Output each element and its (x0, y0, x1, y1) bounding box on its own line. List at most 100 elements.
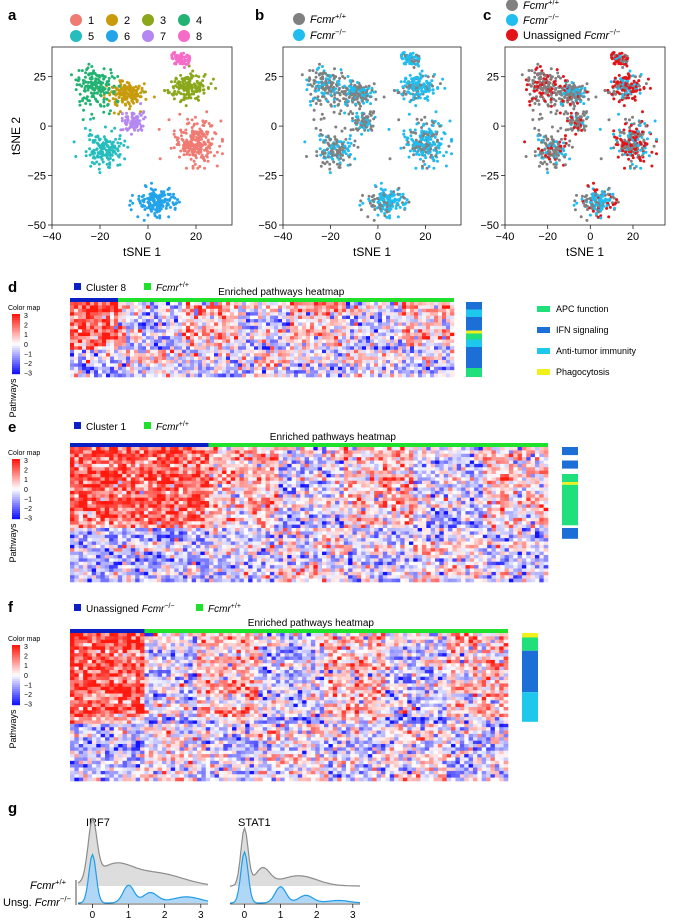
heatmap-cell (90, 315, 95, 320)
heatmap-cell (70, 342, 75, 347)
heatmap-cell (286, 342, 291, 347)
heatmap-cell (330, 325, 335, 330)
heatmap-cell (410, 319, 415, 323)
data-point (433, 73, 436, 76)
heatmap-cell (250, 305, 255, 310)
heatmap-cell (442, 305, 447, 310)
data-point (202, 157, 206, 161)
heatmap-cell (150, 315, 155, 320)
heatmap-cell (414, 346, 419, 351)
data-point (588, 197, 592, 200)
data-point (328, 162, 332, 166)
heatmap-cell (350, 342, 355, 347)
heatmap-cell (170, 332, 175, 337)
heatmap-cell (450, 322, 455, 327)
heatmap-cell (326, 332, 331, 337)
data-point (336, 162, 339, 166)
data-point (80, 69, 84, 73)
heatmap-cell (70, 315, 75, 320)
data-point (369, 124, 373, 128)
heatmap-cell (114, 346, 119, 351)
data-point (184, 59, 188, 63)
heatmap-cell (430, 325, 435, 330)
heatmap-cell (258, 332, 263, 337)
heatmap-cell (174, 332, 179, 337)
heatmap-cell (242, 332, 247, 337)
data-point (420, 138, 424, 142)
data-point (106, 144, 110, 148)
data-point (329, 93, 333, 97)
heatmap-cell (302, 336, 307, 340)
data-point (615, 85, 618, 89)
heatmap-cell (342, 302, 347, 306)
heatmap-cell (326, 342, 331, 347)
data-point (320, 112, 324, 116)
heatmap-cell (430, 319, 435, 323)
data-point (189, 134, 193, 138)
heatmap-cell (398, 305, 403, 310)
heatmap-cell (158, 329, 163, 333)
data-point (388, 199, 392, 203)
heatmap-cell (282, 322, 287, 327)
data-point (175, 92, 178, 96)
heatmap-cell (218, 315, 223, 320)
data-point (638, 133, 642, 136)
data-point (450, 137, 453, 141)
data-point (638, 120, 642, 124)
data-point (352, 90, 356, 93)
heatmap-cell (402, 332, 407, 337)
heatmap-cell (110, 315, 115, 320)
heatmap-cell (198, 329, 203, 333)
heatmap-cell (94, 312, 99, 316)
heatmap-cell (78, 339, 83, 344)
data-point (625, 79, 629, 83)
heatmap-cell (330, 308, 335, 313)
heatmap-cell (130, 332, 135, 337)
data-point (403, 80, 407, 84)
data-point (108, 156, 112, 160)
data-point (544, 151, 548, 155)
heatmap-cell (398, 342, 403, 347)
data-point (140, 88, 144, 92)
data-point (336, 91, 340, 95)
data-point (112, 76, 116, 80)
data-point (318, 147, 322, 151)
data-point (589, 200, 593, 204)
heatmap-cell (210, 349, 215, 354)
data-point (633, 133, 637, 137)
data-point (561, 75, 565, 78)
heatmap-cell (254, 319, 259, 323)
data-point (622, 55, 626, 59)
heatmap-cell (182, 346, 187, 351)
heatmap-cell (94, 332, 99, 337)
data-point (194, 138, 198, 142)
heatmap-cell (246, 319, 251, 323)
heatmap-cell (102, 329, 107, 333)
x-tick-label: 0 (375, 231, 381, 243)
heatmap-cell (114, 312, 119, 316)
heatmap-cell (130, 342, 135, 347)
heatmap-cell (182, 339, 187, 344)
data-point (552, 80, 556, 84)
data-point (570, 81, 574, 84)
heatmap-cell (86, 312, 91, 316)
data-point (180, 77, 184, 81)
data-point (616, 59, 620, 63)
heatmap-cell (410, 315, 415, 320)
data-point (377, 200, 381, 204)
heatmap-cell (122, 322, 127, 327)
data-point (186, 62, 190, 66)
data-point (315, 154, 319, 158)
data-point (410, 77, 414, 81)
data-point (533, 71, 537, 75)
data-point (195, 90, 199, 94)
heatmap-cell (110, 312, 115, 316)
heatmap-cell (334, 305, 339, 310)
data-point (327, 142, 331, 146)
data-point (606, 192, 610, 196)
heatmap-cell (418, 346, 423, 351)
heatmap-cell (446, 308, 451, 313)
data-point (78, 100, 82, 103)
heatmap-cell (386, 322, 391, 327)
data-point (438, 124, 442, 128)
